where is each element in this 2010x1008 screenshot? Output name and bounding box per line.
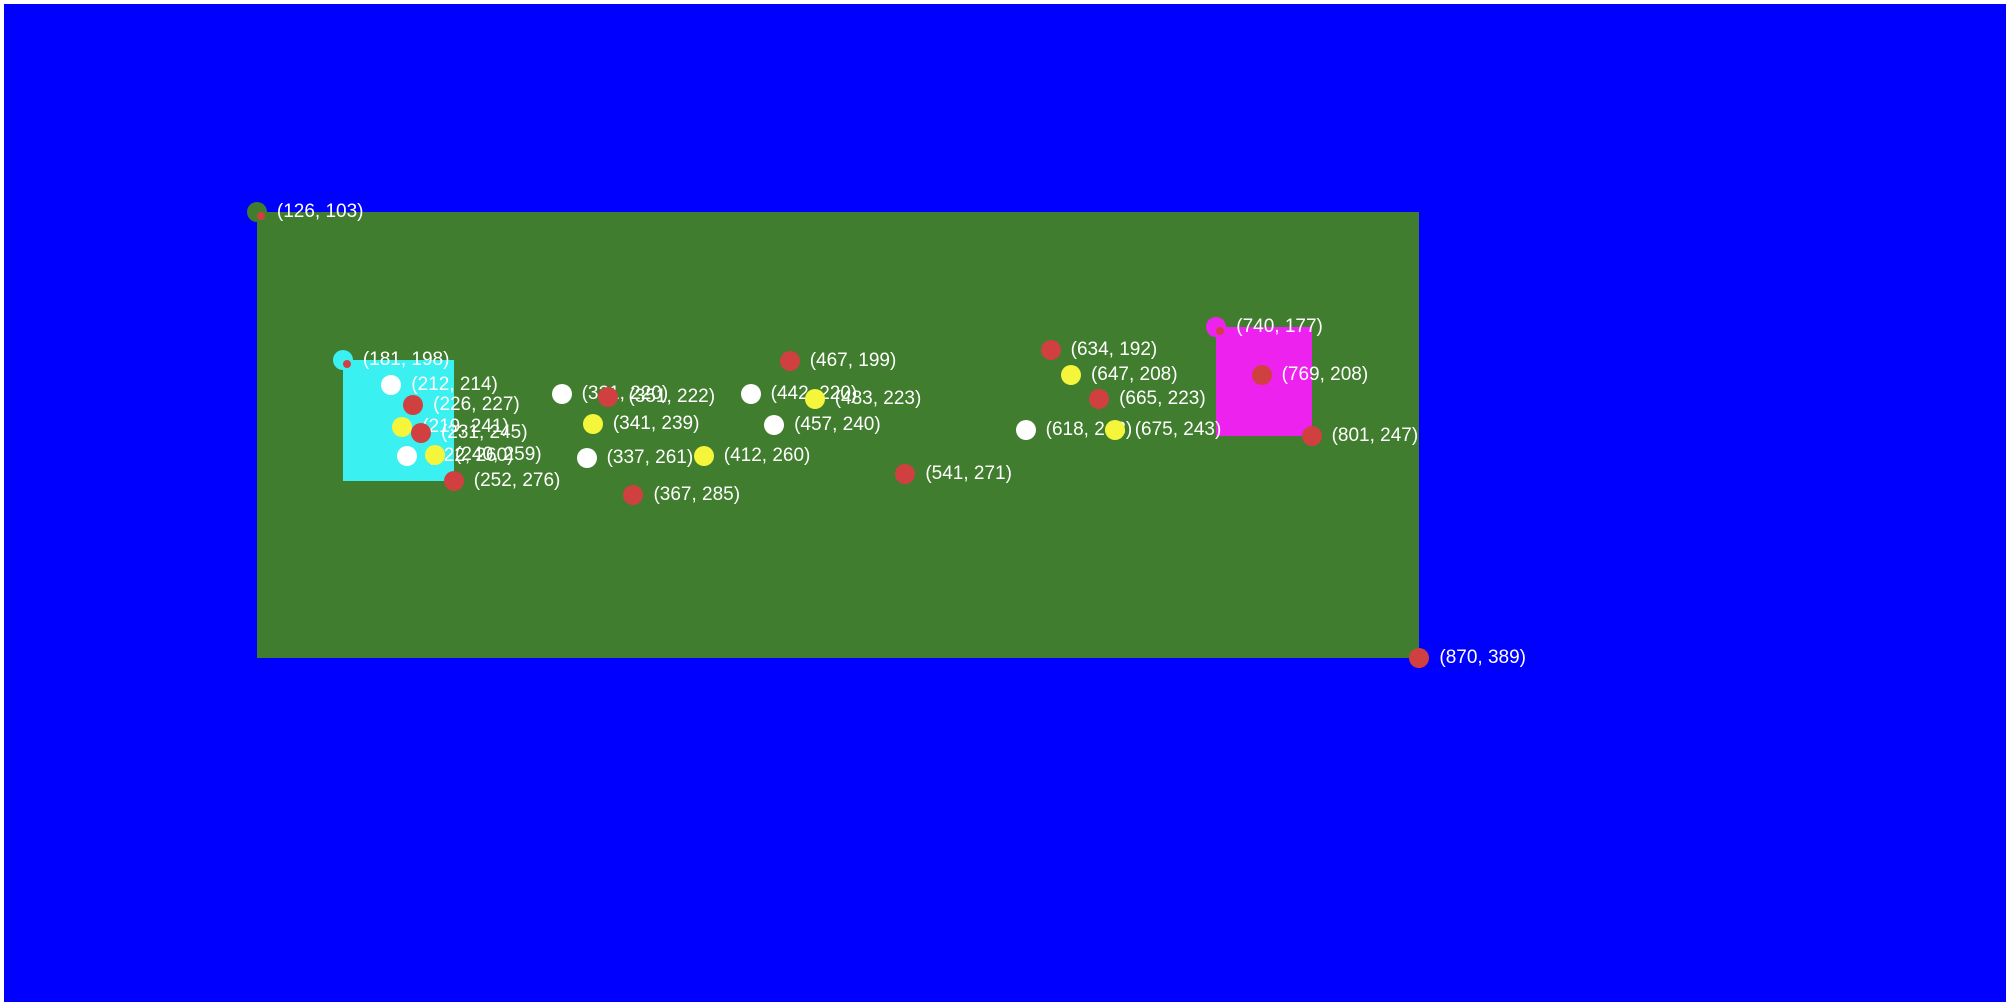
point-marker [582,413,603,434]
point-marker [443,471,464,492]
point-label: (252, 276) [473,470,561,492]
point-label: (226, 227) [433,394,520,415]
point-marker [1409,647,1430,668]
diagram-canvas: (126, 103) (181, 198) (740, 177) (870, 389)… [4,4,2006,1002]
point-marker [403,395,424,415]
point-label: (541, 271) [925,462,1012,484]
point-label: (341, 239) [612,412,700,434]
point-marker [764,415,785,436]
corner-marker [342,359,351,368]
point-marker [740,384,761,405]
point-marker [1060,365,1081,386]
point-marker [1301,426,1322,447]
point-marker [576,448,597,469]
point-label: (222, 260) [426,445,514,467]
point-label: (212, 214) [411,373,498,395]
corner-marker [1216,327,1225,336]
point-marker [693,446,714,467]
point-label: (367, 285) [653,484,741,506]
point-marker [1251,365,1272,386]
point-label: (769, 208) [1281,364,1369,386]
point-marker [1104,419,1125,440]
point-marker [623,485,644,506]
point-label: (483, 223) [834,387,922,409]
point-label: (634, 192) [1070,339,1158,361]
point-label: (337, 261) [606,447,694,469]
point-label: (231, 245) [440,422,528,444]
point-label: (457, 240) [794,414,881,436]
point-marker [1015,419,1036,440]
point-marker [779,351,800,372]
point-marker [425,444,445,465]
point-label: (126, 103) [276,200,364,222]
point-marker [1040,340,1061,361]
point-label: (219, 241) [422,415,509,437]
point-label: (412, 260) [723,445,811,467]
point-label: (801, 247) [1331,425,1419,447]
point-label: (467, 199) [809,350,897,372]
point-label: (351, 222) [628,386,716,408]
point-label: (675, 243) [1134,418,1222,440]
point-marker [381,374,402,395]
point-marker [396,446,417,467]
point-label: (870, 389) [1439,646,1526,668]
point-label: (665, 223) [1119,387,1206,409]
point-label: (740, 177) [1236,316,1323,338]
point-marker [895,463,916,484]
point-marker [551,384,572,405]
point-label: (647, 208) [1090,364,1178,386]
point-label: (240, 259) [455,443,542,465]
point-marker [598,387,619,408]
point-marker [1089,388,1110,409]
corner-marker [256,211,265,220]
point-marker [392,416,413,437]
point-marker [804,388,825,409]
point-marker [410,423,431,444]
point-label: (181, 198) [362,348,450,370]
